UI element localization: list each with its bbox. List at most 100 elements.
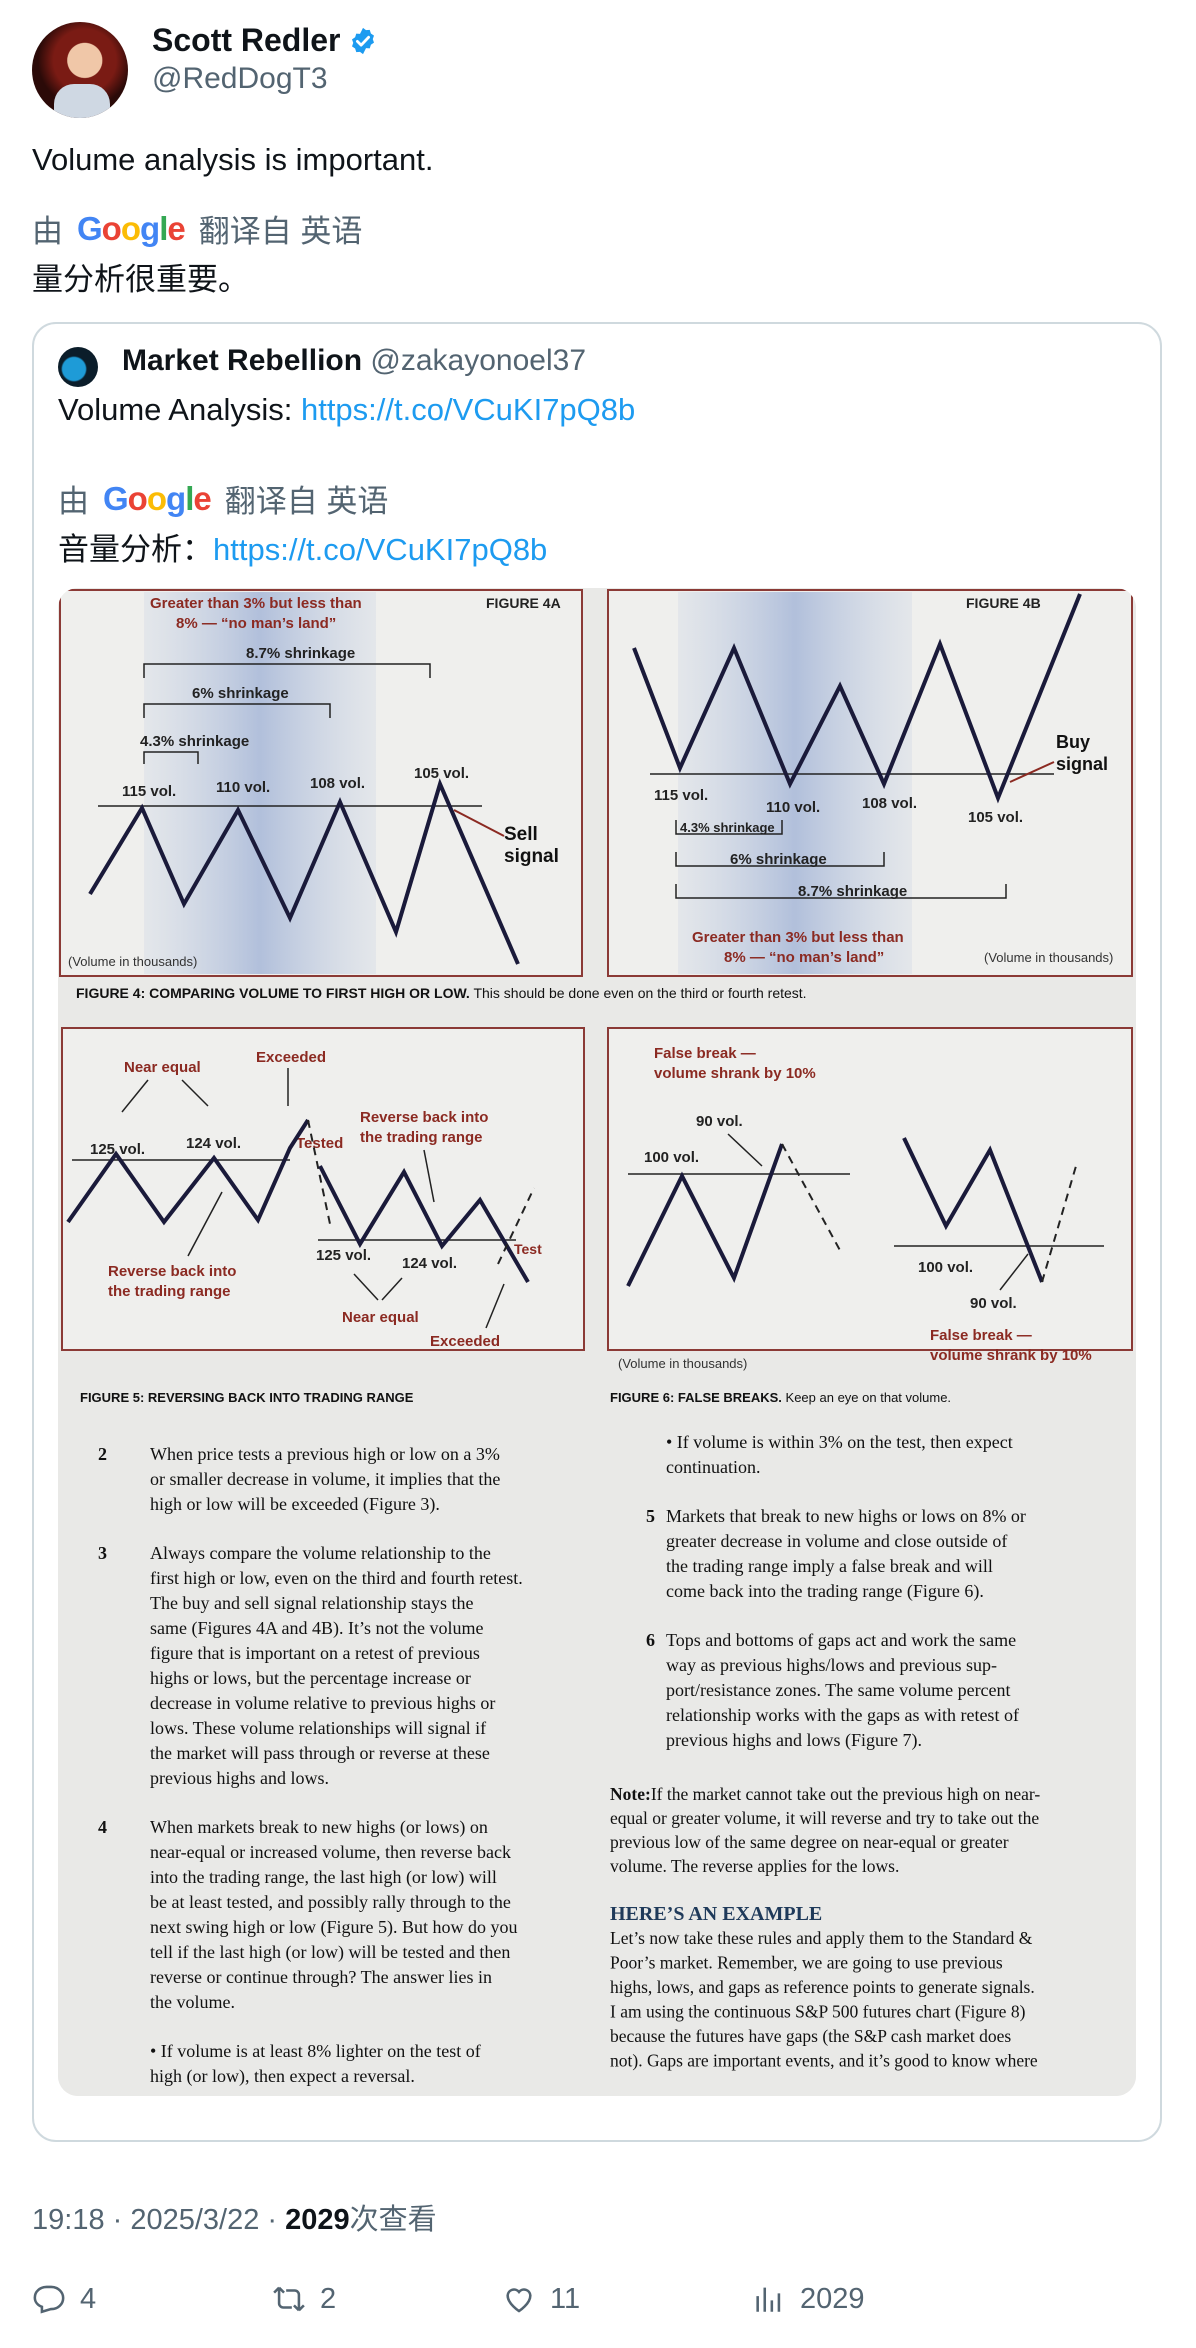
fig4b-shrink-1: 4.3% shrinkage [680, 820, 775, 835]
fig6-caption-rest: Keep an eye on that volume. [782, 1390, 951, 1405]
fig4b-vol-108: 108 vol. [862, 795, 917, 812]
fig4a-vol-108: 108 vol. [310, 775, 365, 792]
retweet-button[interactable]: 2 [272, 2282, 336, 2316]
fig5-near-equal: Near equal [124, 1059, 201, 1076]
example-line: because the futures have gaps (the S&P c… [610, 2026, 1011, 2046]
left-text-column: 2 When price tests a previous high or low… [98, 1444, 523, 2087]
note-label: Note: [610, 1784, 651, 1804]
fig4b-zone-1: Greater than 3% but less than [692, 929, 904, 946]
fig4-caption-bold: FIGURE 4: COMPARING VOLUME TO FIRST HIGH… [76, 985, 470, 1001]
right-column-item-number: 5 [646, 1506, 655, 1526]
left-column-item-number: 4 [98, 1817, 107, 1837]
retweet-count: 2 [320, 2282, 337, 2315]
right-column-line: • If volume is within 3% on the test, th… [666, 1432, 1013, 1452]
fig6-vol-90: 90 vol. [696, 1113, 743, 1130]
figure-4a: Greater than 3% but less than 8% — “no m… [59, 589, 583, 977]
quote-link[interactable]: https://t.co/VCuKI7pQ8b [300, 392, 636, 427]
fig4a-signal-1: Sell [504, 824, 538, 845]
left-column-line: When price tests a previous high or low … [150, 1444, 500, 1464]
fig4b-signal-2: signal [1056, 754, 1108, 774]
left-column-line: The buy and sell signal relationship sta… [150, 1593, 473, 1613]
quote-author[interactable]: Market Rebellion @zakayonoel37 [122, 344, 586, 378]
example-text: Let’s now take these rules and apply the… [610, 1928, 1038, 2071]
example-line: Let’s now take these rules and apply the… [610, 1928, 1033, 1948]
fig4a-vol-115: 115 vol. [122, 783, 176, 800]
like-button[interactable]: 11 [502, 2282, 580, 2316]
left-column-line: high or low will be exceeded (Figure 3). [150, 1494, 440, 1515]
fig4a-zone-2: 8% — “no man’s land” [176, 615, 336, 632]
fig4b-vol-115: 115 vol. [654, 787, 708, 804]
fig6-false-break-bottom-1: False break — [930, 1327, 1032, 1344]
note-line-0-text: If the market cannot take out the previo… [651, 1784, 1041, 1804]
quote-translate-prefix: 由 [58, 484, 89, 519]
left-column-line: or smaller decrease in volume, it implie… [150, 1469, 500, 1489]
quote-avatar[interactable] [58, 347, 98, 387]
heart-icon [506, 2288, 532, 2313]
reply-button[interactable]: 4 [32, 2282, 96, 2316]
note-line-1: equal or greater volume, it will reverse… [610, 1808, 1039, 1828]
fig6-vol-100: 100 vol. [644, 1149, 699, 1166]
views-button[interactable]: 2029 [752, 2282, 865, 2316]
fig6-false-break-top-1: False break — [654, 1045, 756, 1062]
quote-translated-by-row: 由 Google 翻译自 英语 [58, 476, 388, 521]
figure-4b: FIGURE 4B 115 vol. 110 vol. 108 vol. 105… [607, 589, 1133, 977]
action-bar: 4 2 11 2029 [32, 2282, 1162, 2322]
translated-text: 量分析很重要。 [32, 262, 249, 297]
fig5-reverse-left-1: Reverse back into [108, 1263, 236, 1280]
right-column-line: relationship works with the gaps as with… [666, 1705, 1019, 1725]
right-column-line: come back into the trading range (Figure… [666, 1581, 984, 1602]
left-column-line: first high or low, even on the third and… [150, 1568, 523, 1588]
left-column-line: be at least tested, and possibly rally t… [150, 1892, 511, 1912]
left-column-line: lows. These volume relationships will si… [150, 1718, 486, 1738]
quote-text: Volume Analysis: https://t.co/VCuKI7pQ8b [58, 392, 635, 428]
quote-author-handle[interactable]: @zakayonoel37 [370, 344, 587, 377]
fig5-exceeded: Exceeded [256, 1049, 326, 1066]
fig4b-vol-110: 110 vol. [766, 799, 820, 816]
quote-image[interactable]: Greater than 3% but less than 8% — “no m… [58, 588, 1136, 2096]
left-column-line: previous highs and lows. [150, 1768, 329, 1788]
tweet-text: Volume analysis is important. [32, 142, 434, 177]
author-name[interactable]: Scott Redler [152, 22, 378, 59]
left-column-line: the market will pass through or reverse … [150, 1743, 490, 1763]
tweet-timestamp-row: 19:18 · 2025/3/22 · 2029次查看 [32, 2196, 437, 2238]
tweet-time[interactable]: 19:18 · 2025/3/22 · [32, 2204, 286, 2236]
right-column-line: Markets that break to new highs or lows … [666, 1506, 1026, 1526]
figure-6: False break — volume shrank by 10% 90 vo… [607, 1027, 1133, 1371]
figure-5: Near equal Exceeded Tested 125 vol. 124 … [61, 1027, 585, 1351]
right-column-line: the trading range imply a false break an… [666, 1556, 993, 1576]
left-column-line: tell if the last high (or low) will be t… [150, 1942, 510, 1963]
left-column-line: into the trading range, the last high (o… [150, 1867, 497, 1888]
right-column-item-number: 6 [646, 1630, 655, 1650]
fig5-exceeded-2: Exceeded [430, 1333, 500, 1350]
left-column-line: • If volume is at least 8% lighter on th… [150, 2041, 481, 2061]
right-column-line: way as previous highs/lows and previous … [666, 1655, 997, 1675]
quoted-tweet-card[interactable] [32, 322, 1162, 2142]
right-column-line: previous highs and lows (Figure 7). [666, 1730, 922, 1751]
views-label: 次查看 [349, 2204, 437, 2236]
example-heading: HERE’S AN EXAMPLE [610, 1903, 822, 1925]
quote-translated-prefix: 音量分析： [58, 532, 213, 567]
fig6-vol-100-b: 100 vol. [918, 1259, 973, 1276]
quote-author-name[interactable]: Market Rebellion [122, 344, 363, 377]
fig5-near-equal-2: Near equal [342, 1309, 419, 1326]
left-column-line: high (or low), then expect a reversal. [150, 2066, 415, 2087]
author-avatar[interactable] [32, 22, 128, 118]
fig4b-title: FIGURE 4B [966, 595, 1041, 611]
fig4a-vol-105: 105 vol. [414, 765, 469, 782]
quote-translated-text: 音量分析：https://t.co/VCuKI7pQ8b [58, 524, 547, 569]
reply-icon [33, 2285, 65, 2314]
fig4b-shrink-3: 8.7% shrinkage [798, 883, 907, 900]
author-handle[interactable]: @RedDogT3 [152, 62, 328, 95]
note-line-2: previous low of the same degree on near-… [610, 1832, 1009, 1852]
google-logo: Google [77, 209, 186, 247]
left-column-line: decrease in volume relative to previous … [150, 1693, 495, 1713]
quote-translated-link[interactable]: https://t.co/VCuKI7pQ8b [213, 532, 548, 567]
author-name-text[interactable]: Scott Redler [152, 22, 341, 58]
fig5-vol-125-b: 125 vol. [316, 1247, 371, 1264]
fig4b-zone-2: 8% — “no man’s land” [724, 949, 884, 966]
reply-count: 4 [80, 2282, 97, 2315]
quote-translate-suffix: 翻译自 英语 [224, 484, 389, 519]
fig5-tested: Tested [296, 1135, 343, 1152]
fig6-caption-bold: FIGURE 6: FALSE BREAKS. [610, 1390, 782, 1405]
left-column-line: Always compare the volume relationship t… [150, 1543, 491, 1563]
